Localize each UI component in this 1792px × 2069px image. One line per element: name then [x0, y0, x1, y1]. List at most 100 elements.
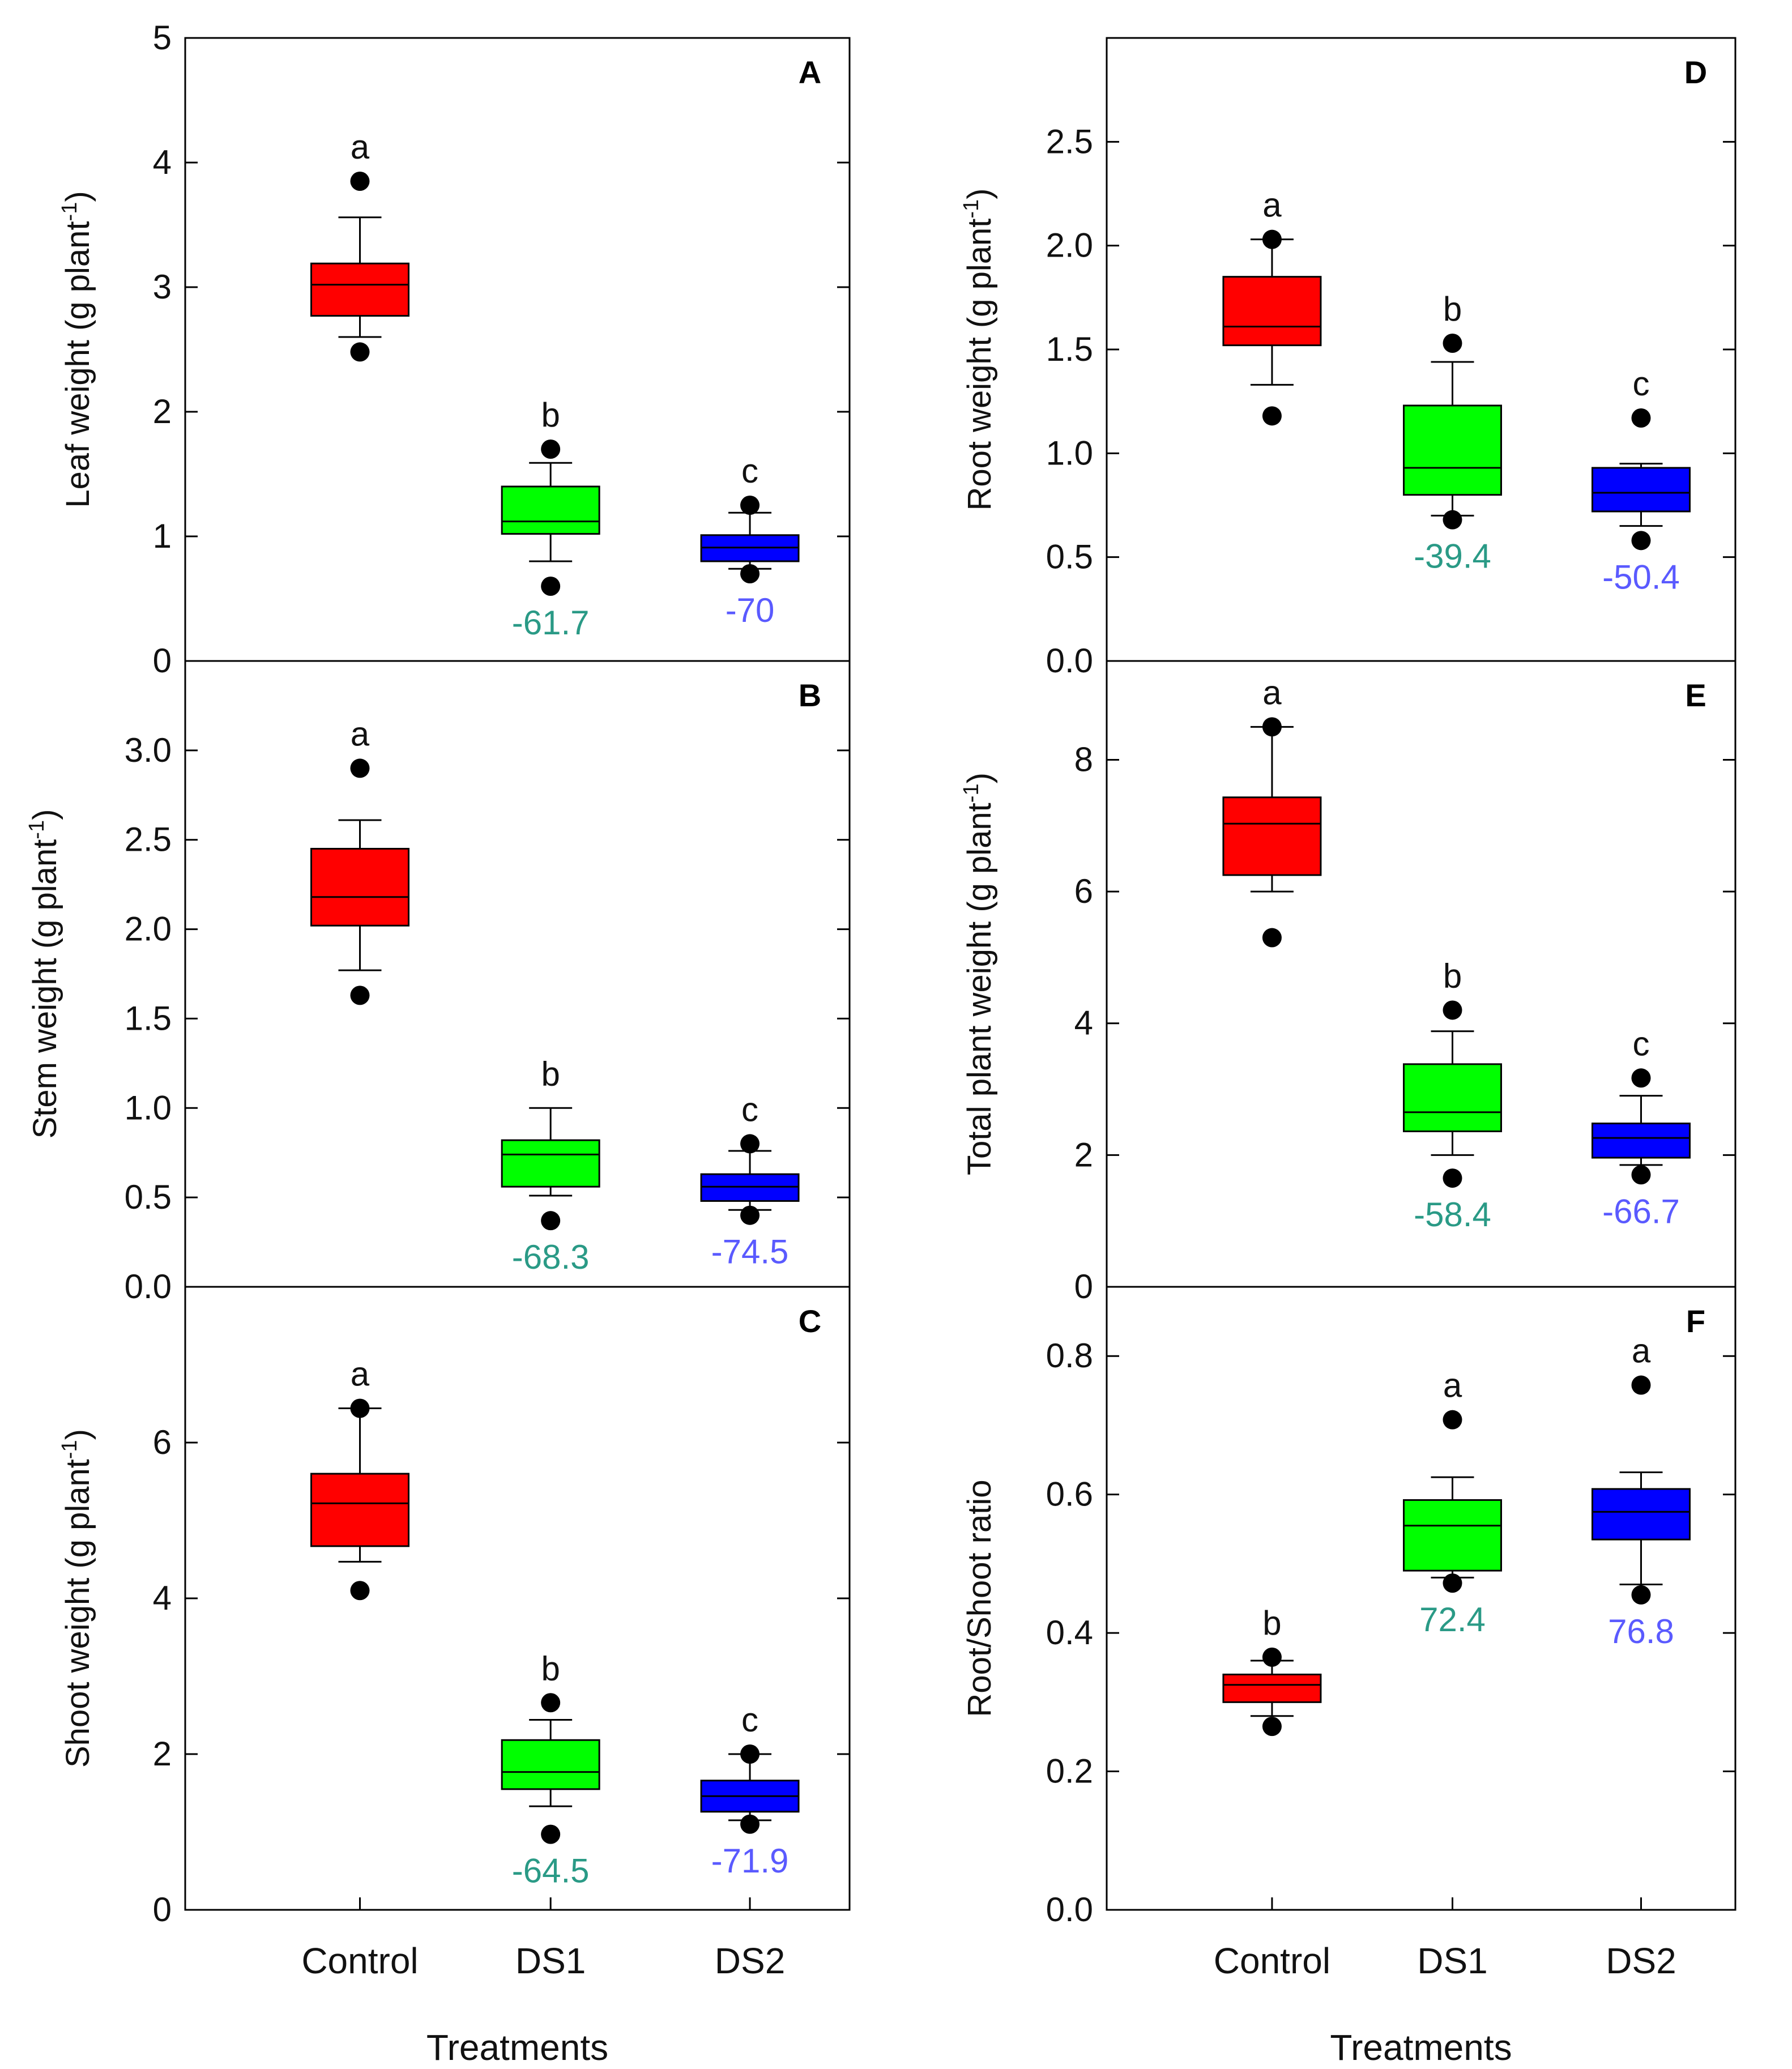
significance-letter: a: [351, 1355, 370, 1393]
outlier-point: [740, 564, 760, 583]
outlier-point: [1443, 1410, 1462, 1430]
percent-change-label: -68.3: [512, 1238, 590, 1276]
outlier-point: [1631, 1375, 1651, 1395]
y-tick-label: 0: [153, 1891, 172, 1929]
outlier-point: [740, 1205, 760, 1225]
box-iqr: [1403, 404, 1502, 496]
box-iqr: [310, 262, 409, 317]
panel-label-E: E: [1685, 677, 1706, 713]
outlier-point: [1443, 334, 1462, 353]
box-ds2: c -74.5: [700, 1090, 800, 1271]
box-ds2: c -66.7: [1592, 1025, 1691, 1230]
x-axis-title: Treatments: [1330, 2027, 1512, 2066]
box-ds2: c -70: [700, 452, 800, 629]
y-tick-label: 3.0: [125, 731, 172, 769]
box-ds2: c -50.4: [1592, 365, 1691, 596]
x-tick-label: DS1: [1417, 1940, 1488, 1981]
y-tick-label: 4: [153, 1579, 172, 1617]
outlier-point: [541, 1211, 561, 1231]
panel-frame: [1106, 1286, 1736, 1911]
y-tick-label: 0.0: [125, 1268, 172, 1306]
significance-letter: a: [1443, 1367, 1462, 1405]
y-tick-label: 2: [153, 393, 172, 430]
box-iqr: [501, 485, 600, 535]
significance-letter: c: [741, 452, 758, 490]
box-control: b: [1222, 1604, 1322, 1737]
panel-label-D: D: [1684, 54, 1707, 90]
percent-change-label: -66.7: [1602, 1192, 1680, 1230]
box-ds1: a 72.4: [1403, 1367, 1502, 1639]
box-iqr: [1222, 796, 1322, 876]
y-tick-label: 0: [153, 642, 172, 680]
box-control: a: [310, 1355, 409, 1601]
y-tick-label: 4: [153, 143, 172, 181]
box-iqr: [1222, 276, 1322, 347]
box-ds2: a 76.8: [1592, 1332, 1691, 1650]
outlier-point: [541, 1693, 561, 1713]
percent-change-label: -50.4: [1602, 558, 1680, 596]
box-iqr: [310, 1473, 409, 1547]
x-tick-label: Control: [301, 1940, 418, 1981]
outlier-point: [1443, 1000, 1462, 1020]
significance-letter: b: [1443, 290, 1462, 328]
y-tick-label: 5: [153, 19, 172, 57]
outlier-point: [740, 1814, 760, 1834]
box-iqr: [1403, 1499, 1502, 1572]
percent-change-label: -70: [726, 591, 775, 629]
significance-letter: b: [541, 396, 560, 434]
x-tick-label: DS2: [715, 1940, 786, 1981]
x-tick-label: DS2: [1606, 1940, 1676, 1981]
percent-change-label: -74.5: [711, 1233, 789, 1271]
box-control: a: [1222, 673, 1322, 948]
outlier-point: [350, 1398, 370, 1418]
outlier-point: [1262, 1717, 1282, 1737]
y-tick-label: 2: [153, 1735, 172, 1773]
significance-letter: c: [741, 1701, 758, 1739]
panel-E: 0 2 4 6 8 Total plant weight (g plant-1) Ea b -5…: [959, 660, 1736, 1306]
y-tick-label: 0.8: [1046, 1337, 1093, 1375]
y-axis-title: Root/Shoot ratio: [961, 1479, 998, 1717]
significance-letter: a: [1262, 673, 1282, 711]
y-tick-label: 0.0: [1046, 1891, 1093, 1929]
percent-change-label: 76.8: [1608, 1612, 1674, 1650]
box-iqr: [1592, 1123, 1691, 1159]
significance-letter: a: [351, 715, 370, 753]
outlier-point: [350, 986, 370, 1005]
outlier-point: [740, 1134, 760, 1154]
y-axis-title: Leaf weight (g plant-1): [58, 191, 96, 507]
box-ds1: b -61.7: [501, 396, 600, 642]
significance-letter: b: [541, 1055, 560, 1093]
panel-F: 0.0 0.2 0.4 0.6 0.8 Root/Shoot ratio Fb a 72.4 a 7…: [961, 1286, 1736, 2068]
y-tick-label: 6: [153, 1423, 172, 1461]
percent-change-label: -64.5: [512, 1852, 590, 1890]
y-tick-label: 0: [1074, 1268, 1093, 1306]
panel-C: 0 2 4 6 Shoot weight (g plant-1) Ca b -64.5 c -71…: [58, 1286, 851, 2068]
outlier-point: [1262, 229, 1282, 249]
significance-letter: a: [1262, 186, 1282, 224]
box-ds1: b -64.5: [501, 1649, 600, 1890]
outlier-point: [1631, 1165, 1651, 1185]
y-tick-label: 0.4: [1046, 1614, 1093, 1652]
box-iqr: [1592, 1488, 1691, 1541]
y-tick-label: 0.5: [125, 1178, 172, 1216]
percent-change-label: 72.4: [1419, 1601, 1486, 1639]
box-ds2: c -71.9: [700, 1701, 800, 1880]
box-iqr: [700, 1173, 800, 1202]
box-iqr: [1592, 467, 1691, 513]
significance-letter: b: [1262, 1604, 1281, 1642]
outlier-point: [1262, 1647, 1282, 1667]
box-iqr: [501, 1739, 600, 1790]
outlier-point: [1262, 406, 1282, 426]
significance-letter: c: [741, 1090, 758, 1128]
significance-letter: c: [1633, 1025, 1650, 1063]
y-tick-label: 2.0: [1046, 227, 1093, 265]
y-tick-label: 2.5: [1046, 122, 1093, 160]
outlier-point: [740, 1744, 760, 1764]
outlier-point: [1631, 1585, 1651, 1605]
outlier-point: [1631, 1068, 1651, 1088]
panel-A: 0 1 2 3 4 5 Leaf weight (g plant-1) Aa b -61.7 c -7…: [58, 19, 851, 680]
y-tick-label: 3: [153, 268, 172, 306]
y-tick-label: 2: [1074, 1136, 1093, 1174]
box-control: a: [310, 715, 409, 1005]
